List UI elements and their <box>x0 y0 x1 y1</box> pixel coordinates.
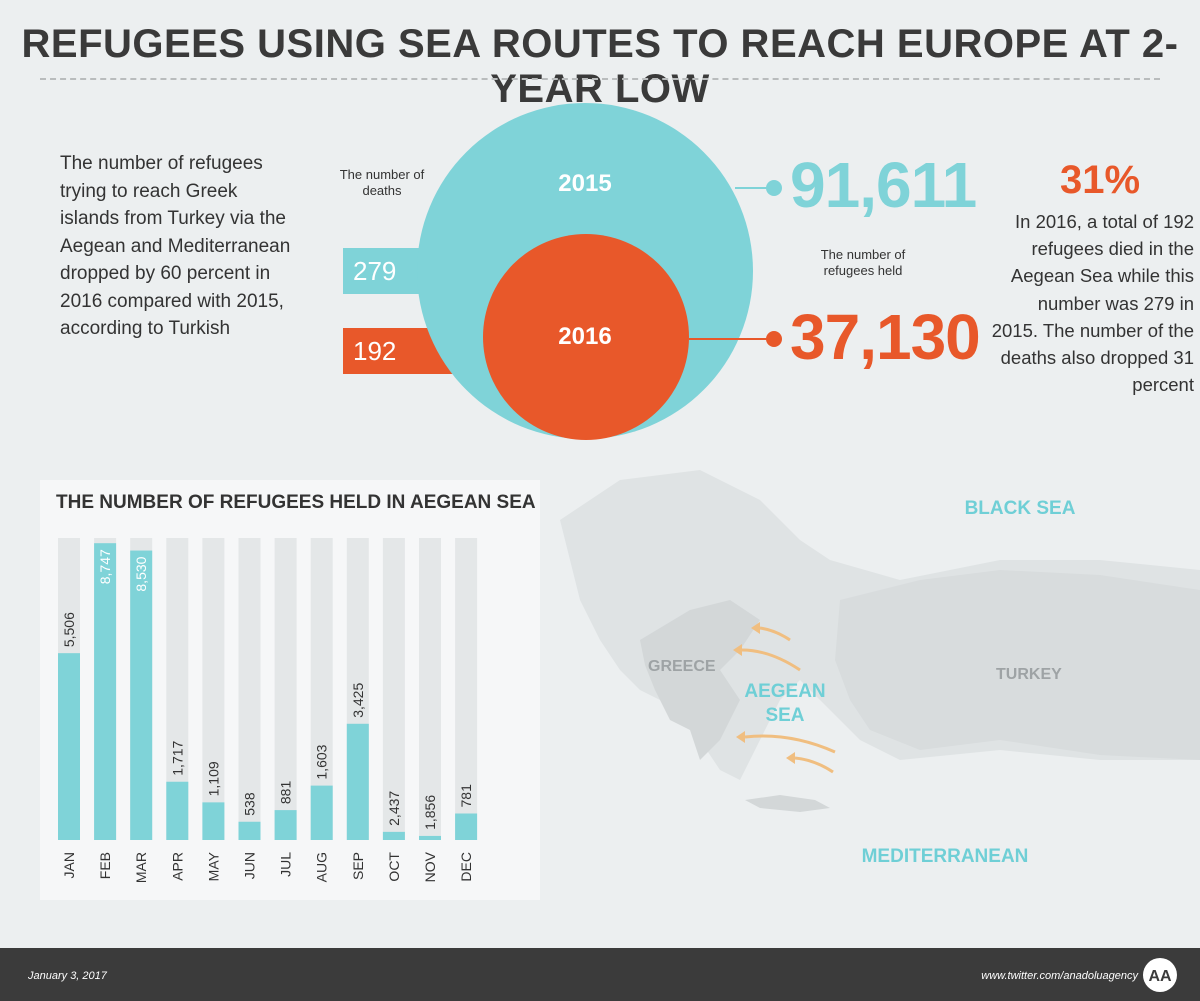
bar-mar <box>130 550 153 840</box>
month-label-sep: SEP <box>350 852 366 880</box>
connector-2016 <box>689 338 775 340</box>
arrow-4 <box>794 756 834 774</box>
month-label-nov: NOV <box>422 851 438 882</box>
bar-may <box>202 802 225 840</box>
month-label-jun: JUN <box>242 852 258 879</box>
bar-value-apr: 1,717 <box>169 740 185 775</box>
month-label-jul: JUL <box>278 852 294 877</box>
monthly-bar-chart: 5,506 JAN 8,747 FEB 8,530 MAR 1,717 APR 1,109 MAY… <box>58 538 478 883</box>
footer-bar: January 3, 2017 www.twitter.com/anadolua… <box>0 948 1200 1001</box>
month-label-apr: APR <box>169 852 185 881</box>
bar-oct <box>382 831 405 840</box>
bar-aug <box>310 785 333 840</box>
month-label-mar: MAR <box>133 852 149 883</box>
title-divider <box>40 78 1160 80</box>
held-2015-value: 91,611 <box>790 149 977 221</box>
circle-2016 <box>483 234 689 440</box>
mediterranean-label: MEDITERRANEAN <box>861 846 1029 867</box>
bar-track-aug <box>310 538 333 840</box>
connector-2015 <box>735 187 775 189</box>
bar-value-aug: 1,603 <box>314 744 330 779</box>
bar-nov <box>419 835 441 840</box>
footer-twitter-link[interactable]: www.twitter.com/anadoluagency <box>981 970 1138 982</box>
bar-track-nov <box>419 538 441 840</box>
bar-track-jun <box>238 538 261 840</box>
bar-value-oct: 2,437 <box>386 791 402 826</box>
background-map <box>560 470 1200 812</box>
footer-date: January 3, 2017 <box>28 970 107 982</box>
page-title: REFUGEES USING SEA ROUTES TO REACH EUROP… <box>21 22 1179 111</box>
greece-label: GREECE <box>648 658 716 675</box>
intro-text: The number of refugees trying to reach G… <box>60 153 291 339</box>
turkey-landmass <box>835 570 1200 760</box>
migration-arrows <box>741 626 836 774</box>
held-label: The number of refugees held <box>820 247 906 278</box>
bar-sep <box>346 723 369 840</box>
bar-jul <box>274 810 297 840</box>
month-label-may: MAY <box>205 851 221 881</box>
month-label-aug: AUG <box>314 852 330 882</box>
bar-value-jun: 538 <box>242 792 258 816</box>
crete-island <box>745 795 830 812</box>
arrowheads <box>733 622 795 764</box>
deaths-drop-text: In 2016, a total of 192 refugees died in… <box>991 211 1194 396</box>
anadolu-agency-logo: AA <box>1143 958 1177 992</box>
arrow-3 <box>744 734 836 754</box>
bar-track-dec <box>455 538 478 840</box>
turkey-label: TURKEY <box>996 666 1062 683</box>
bar-track-apr <box>166 538 189 840</box>
bar-feb <box>94 543 117 840</box>
aegean-sea-label: AEGEAN SEA <box>740 680 830 728</box>
bar-track-may <box>202 538 225 840</box>
greece-landmass <box>640 600 760 760</box>
bar-dec <box>455 813 478 840</box>
bar-value-feb: 8,747 <box>97 549 113 584</box>
month-label-dec: DEC <box>458 852 474 882</box>
bar-track-jul <box>274 538 297 840</box>
month-label-feb: FEB <box>97 852 113 879</box>
arrow-2 <box>741 648 801 672</box>
bar-jun <box>238 821 261 840</box>
bar-value-jul: 881 <box>278 781 294 805</box>
year-2015-label: 2015 <box>558 170 612 197</box>
bar-value-dec: 781 <box>458 784 474 808</box>
bar-value-may: 1,109 <box>205 761 221 796</box>
connector-dot-2016 <box>766 331 782 347</box>
month-label-oct: OCT <box>386 852 402 882</box>
month-label-jan: JAN <box>61 852 77 878</box>
bar-jan <box>58 653 80 840</box>
year-2016-label: 2016 <box>558 323 612 350</box>
connector-dot-2015 <box>766 180 782 196</box>
deaths-label: The number of deaths <box>339 167 425 198</box>
svg-text:AA: AA <box>1148 968 1172 985</box>
held-2016-value: 37,130 <box>790 301 981 373</box>
bar-value-jan: 5,506 <box>61 612 77 647</box>
chart-title: THE NUMBER OF REFUGEES HELD IN AEGEAN SE… <box>56 492 536 513</box>
aegean-line-2: SEA <box>765 705 805 726</box>
bar-value-mar: 8,530 <box>133 556 149 591</box>
arrow-1 <box>759 626 791 642</box>
deaths-drop-percent: 31% <box>1059 158 1141 202</box>
bar-track-oct <box>382 538 405 840</box>
black-sea-label: BLACK SEA <box>964 498 1076 519</box>
aegean-line-1: AEGEAN <box>744 681 826 702</box>
bar-apr <box>166 781 189 840</box>
bar-value-nov: 1,856 <box>422 795 438 830</box>
bar-value-sep: 3,425 <box>350 683 366 718</box>
